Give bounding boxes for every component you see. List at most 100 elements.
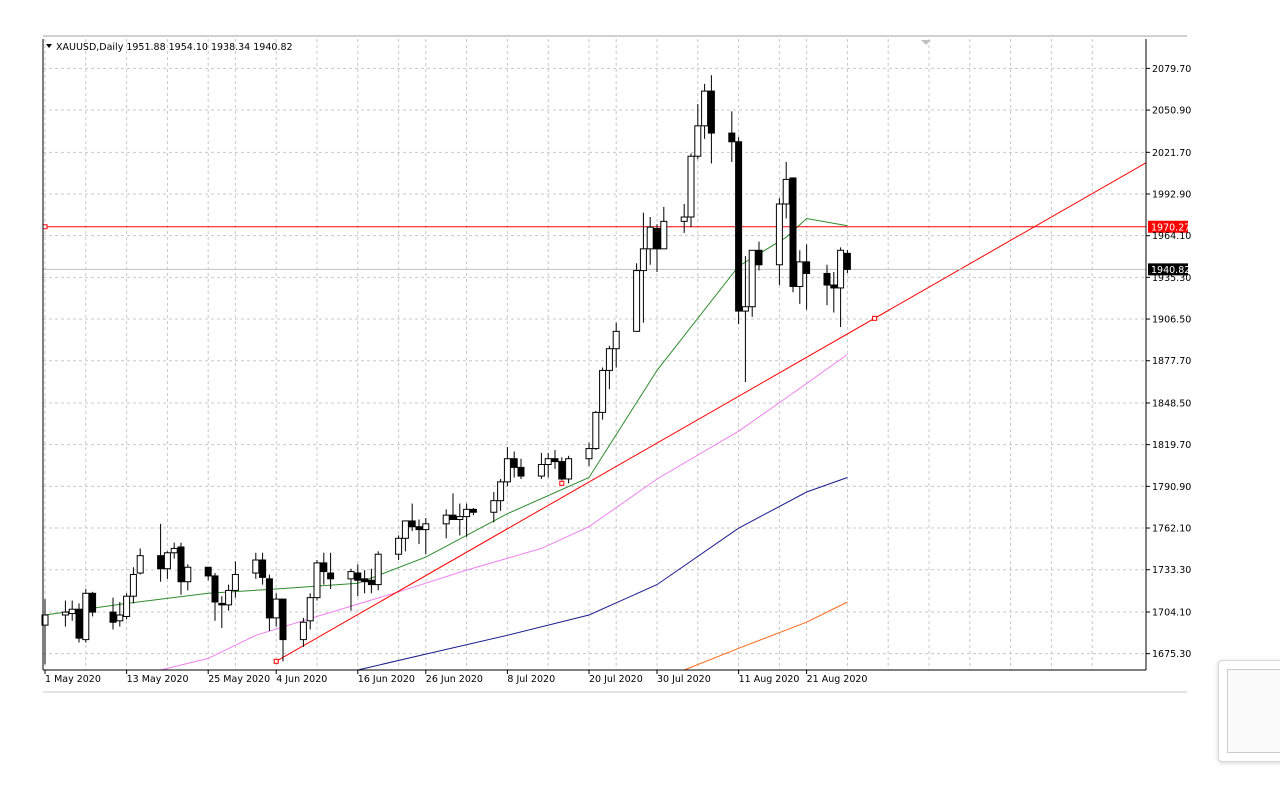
- candle-bull: [775, 203, 783, 266]
- candle-bear: [803, 261, 811, 274]
- trendline-anchor: [872, 315, 878, 321]
- candle-bull: [123, 595, 131, 617]
- candle-bear: [75, 608, 83, 639]
- candle-bull: [537, 463, 545, 477]
- candle-bull: [680, 216, 688, 222]
- candle-bull: [442, 514, 450, 525]
- candle-bull: [748, 249, 756, 308]
- candle-bull: [503, 458, 511, 483]
- y-tick-label: 2079.70: [1152, 64, 1191, 75]
- candle-bear: [361, 578, 369, 583]
- candle-bull: [313, 562, 321, 599]
- candle-bull: [41, 614, 49, 626]
- candle-bull: [660, 220, 668, 250]
- candle-bull: [225, 589, 233, 606]
- thumbnail-preview: [1227, 669, 1280, 753]
- trendline-anchor: [559, 480, 565, 486]
- candle-bear: [408, 520, 416, 528]
- candle-bear: [735, 141, 743, 312]
- candle-bull: [116, 614, 124, 622]
- candle-bear: [89, 592, 97, 613]
- candle-bull: [252, 559, 260, 574]
- moving-average-line-3: [357, 477, 848, 671]
- grid: [43, 39, 1146, 670]
- candle-bull: [565, 458, 573, 480]
- candle-bear: [551, 458, 559, 463]
- candle-bull: [741, 306, 749, 312]
- candle-bull: [374, 553, 382, 586]
- candle-bear: [449, 514, 457, 520]
- x-tick-label: 30 Jul 2020: [657, 674, 711, 685]
- candle-bear: [415, 526, 423, 531]
- candle-bull: [592, 411, 600, 450]
- trendline: [275, 162, 1147, 662]
- x-tick-label: 11 Aug 2020: [739, 674, 800, 685]
- x-tick-label: 26 Jun 2020: [426, 674, 483, 685]
- candle-bear: [177, 546, 185, 583]
- moving-average-line-2: [160, 354, 848, 671]
- y-tick-label: 1992.90: [1152, 190, 1191, 201]
- candle-bull: [687, 155, 695, 218]
- horizontal-line-layer[interactable]: 1970.27 1940.82: [42, 220, 1190, 276]
- x-tick-label: 21 Aug 2020: [807, 674, 868, 685]
- y-tick-label: 1935.30: [1152, 273, 1191, 284]
- y-tick-label: 1877.70: [1152, 356, 1191, 367]
- candle-bear: [265, 578, 273, 619]
- x-tick-label: 1 May 2020: [45, 674, 101, 685]
- horizontal-line-price-label: 1970.27: [1151, 222, 1190, 233]
- candle-bull: [184, 566, 192, 583]
- candle-bear: [279, 598, 287, 641]
- y-tick-label: 1906.50: [1152, 315, 1191, 326]
- moving-averages: [44, 217, 848, 671]
- x-tick-label: 16 Jun 2020: [358, 674, 415, 685]
- candle-bull: [701, 90, 709, 127]
- candle-bull: [136, 555, 144, 574]
- candle-bear: [320, 562, 328, 573]
- chart-shift-marker-icon[interactable]: [921, 40, 931, 45]
- candle-bull: [231, 573, 239, 591]
- candle-bear: [755, 249, 763, 266]
- candle-bear: [653, 228, 661, 250]
- candle-bull: [639, 248, 647, 272]
- x-tick-label: 8 Jul 2020: [507, 674, 555, 685]
- screenshot-thumbnail[interactable]: [1218, 660, 1280, 762]
- last-price-label: 1940.82: [1151, 265, 1190, 276]
- price-axis[interactable]: 2079.70 2050.90 2021.70 1992.90 1964.10 1935.…: [1146, 64, 1191, 660]
- candle-bear: [728, 132, 736, 143]
- candle-bear: [367, 579, 375, 586]
- candle-bull: [782, 178, 790, 205]
- candle-bull: [837, 249, 845, 289]
- candle-bull: [163, 552, 171, 570]
- x-tick-label: 20 Jul 2020: [589, 674, 643, 685]
- collapse-triangle-icon[interactable]: [46, 44, 52, 48]
- candle-bull: [82, 592, 90, 641]
- candle-bear: [510, 458, 518, 468]
- y-tick-label: 2021.70: [1152, 148, 1191, 159]
- y-tick-label: 1675.30: [1152, 649, 1191, 660]
- candle-bull: [456, 516, 464, 520]
- chart-frame: [42, 35, 1187, 693]
- candle-bear: [157, 555, 165, 570]
- x-tick-label: 13 May 2020: [127, 674, 189, 685]
- candle-bear: [823, 272, 831, 286]
- trendline-anchor: [273, 658, 279, 664]
- candle-bull: [605, 348, 613, 371]
- y-tick-label: 1848.50: [1152, 398, 1191, 409]
- candle-bear: [259, 559, 267, 578]
- symbol-header: XAUUSD,Daily 1951.88 1954.10 1938.34 194…: [56, 42, 293, 53]
- moving-average-line-4: [684, 601, 848, 671]
- candle-bull: [646, 226, 654, 250]
- y-tick-label: 1704.10: [1152, 607, 1191, 618]
- candle-bear: [327, 572, 335, 580]
- trendline-layer[interactable]: [273, 162, 1147, 664]
- time-axis[interactable]: 1 May 2020 13 May 2020 25 May 2020 4 Jun 20…: [44, 670, 868, 685]
- candle-bear: [789, 177, 797, 287]
- candle-bull: [401, 520, 409, 539]
- x-tick-label: 4 Jun 2020: [276, 674, 327, 685]
- candle-bear: [354, 572, 362, 581]
- candle-bull: [796, 261, 804, 287]
- candle-bull: [463, 508, 471, 518]
- candle-bear: [830, 284, 838, 289]
